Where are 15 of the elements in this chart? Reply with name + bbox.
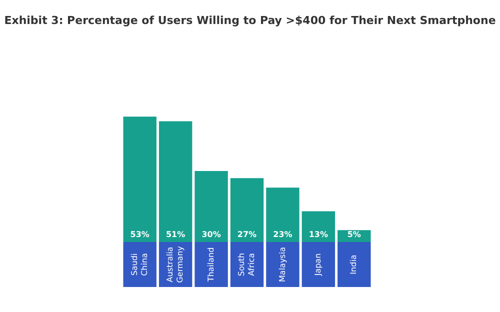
x-tick-label: Australia Germany bbox=[166, 246, 185, 283]
data-label: 30% bbox=[202, 230, 221, 240]
x-tick-label: South Africa bbox=[237, 252, 256, 276]
x-tick-label: Japan bbox=[314, 253, 323, 277]
data-label: 51% bbox=[166, 230, 186, 240]
x-tick-label: Thailand bbox=[206, 247, 216, 283]
data-label: 53% bbox=[130, 230, 150, 240]
chart-title: Exhibit 3: Percentage of Users Willing to Pay >$400 for Their Next Smartphone bbox=[4, 14, 496, 27]
data-label: 13% bbox=[308, 230, 328, 240]
x-tick-label: Malaysia bbox=[278, 246, 287, 282]
data-label: 5% bbox=[347, 230, 361, 240]
data-label: 23% bbox=[273, 230, 292, 240]
data-label: 27% bbox=[237, 230, 257, 240]
x-tick-label: Saudi China bbox=[130, 252, 149, 276]
x-tick-label: India bbox=[349, 254, 358, 274]
